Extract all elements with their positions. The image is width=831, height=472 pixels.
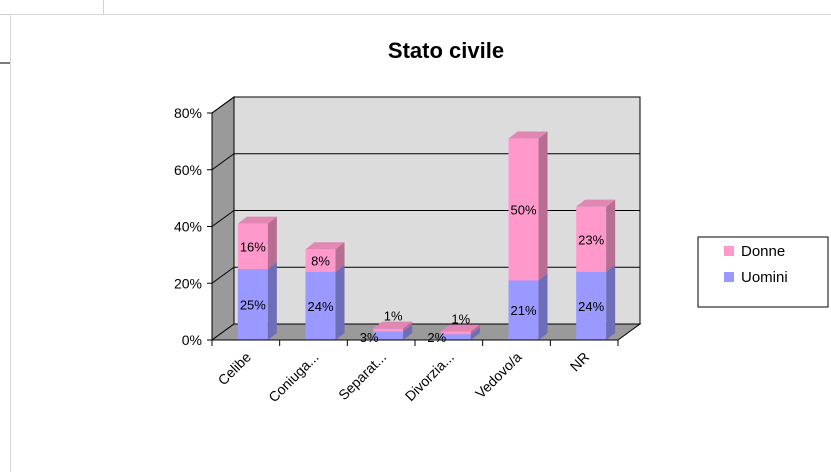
legend-swatch	[724, 272, 734, 282]
bar-segment	[576, 199, 616, 272]
bar-segment	[508, 273, 548, 340]
y-tick-label: 40%	[174, 219, 202, 235]
data-label: 25%	[240, 298, 266, 313]
bar-side	[403, 321, 413, 332]
legend-label: Donne	[741, 243, 785, 260]
data-label: 24%	[578, 299, 604, 314]
bar-face	[440, 331, 471, 335]
data-label: 1%	[451, 311, 470, 326]
gridline-side	[211, 210, 235, 227]
category-label: Vedovo/a	[472, 349, 525, 402]
bar-side	[538, 131, 548, 281]
gridline-side	[211, 96, 235, 114]
bar-side	[335, 264, 345, 340]
bar-face	[305, 249, 336, 272]
bar-face	[440, 334, 471, 340]
y-tick-label: 0%	[182, 332, 202, 348]
bar-segment	[440, 324, 480, 335]
legend-label: Uomini	[741, 269, 788, 286]
data-label: 50%	[510, 202, 536, 217]
gridline-side	[211, 153, 235, 171]
bar-side	[335, 242, 345, 272]
bar-face	[576, 206, 607, 272]
sheet-gridline-vertical	[103, 0, 104, 14]
y-tick-label: 20%	[174, 275, 202, 291]
bar-side	[538, 273, 548, 340]
bar-top	[373, 321, 413, 329]
y-tick-label: 80%	[174, 105, 202, 121]
bar-face	[305, 271, 336, 340]
bar-top	[237, 216, 277, 224]
bar-top	[576, 199, 616, 207]
bar-side	[470, 327, 480, 340]
data-label: 24%	[307, 299, 333, 314]
bar-face	[576, 271, 607, 340]
bar-side	[606, 264, 616, 340]
category-label: Celibe	[215, 349, 255, 389]
bar-segment	[305, 264, 345, 340]
bar-side	[403, 324, 413, 340]
bar-face	[237, 223, 268, 270]
bar-side	[267, 262, 277, 340]
bar-face	[373, 328, 404, 332]
bar-segment	[237, 262, 277, 340]
y-tick-label: 60%	[174, 162, 202, 178]
bar-face	[373, 331, 404, 340]
data-label: 3%	[360, 330, 379, 345]
bar-side	[606, 199, 616, 272]
legend-swatch	[724, 246, 734, 256]
bar-face	[508, 280, 539, 340]
legend-box	[697, 236, 829, 308]
bar-side	[470, 324, 480, 335]
data-label: 2%	[427, 330, 446, 345]
gridlines	[211, 96, 640, 284]
bar-top	[440, 324, 480, 332]
bar-segment	[373, 321, 413, 332]
category-label: Separat...	[335, 349, 389, 403]
bars: 25% 16% 24% 8% 3% 1% 2% 1% 21% 50% 24% 23%	[237, 131, 616, 345]
data-label: 21%	[510, 303, 536, 318]
bar-side	[267, 216, 277, 270]
bar-segment	[305, 242, 345, 272]
legend: Donne Uomini	[697, 236, 829, 308]
category-label: Divorzia...	[402, 349, 457, 404]
bar-segment	[508, 131, 548, 281]
chart-title: Stato civile	[388, 38, 504, 63]
bar-top	[508, 131, 548, 139]
category-label: Coniuga...	[265, 349, 321, 405]
data-label: 16%	[240, 239, 266, 254]
y-axis: 0% 20% 40% 60% 80%	[174, 105, 213, 348]
bar-face	[237, 269, 268, 340]
bar-top	[305, 242, 345, 250]
gridline-side	[211, 266, 235, 284]
data-label: 23%	[578, 232, 604, 247]
bar-face	[508, 138, 539, 281]
x-axis: Celibe Coniuga... Separat... Divorzia... Ved…	[211, 339, 619, 405]
data-label: 8%	[311, 254, 330, 269]
data-label: 1%	[384, 309, 403, 324]
bar-segment	[237, 216, 277, 270]
category-label: NR	[567, 349, 593, 375]
